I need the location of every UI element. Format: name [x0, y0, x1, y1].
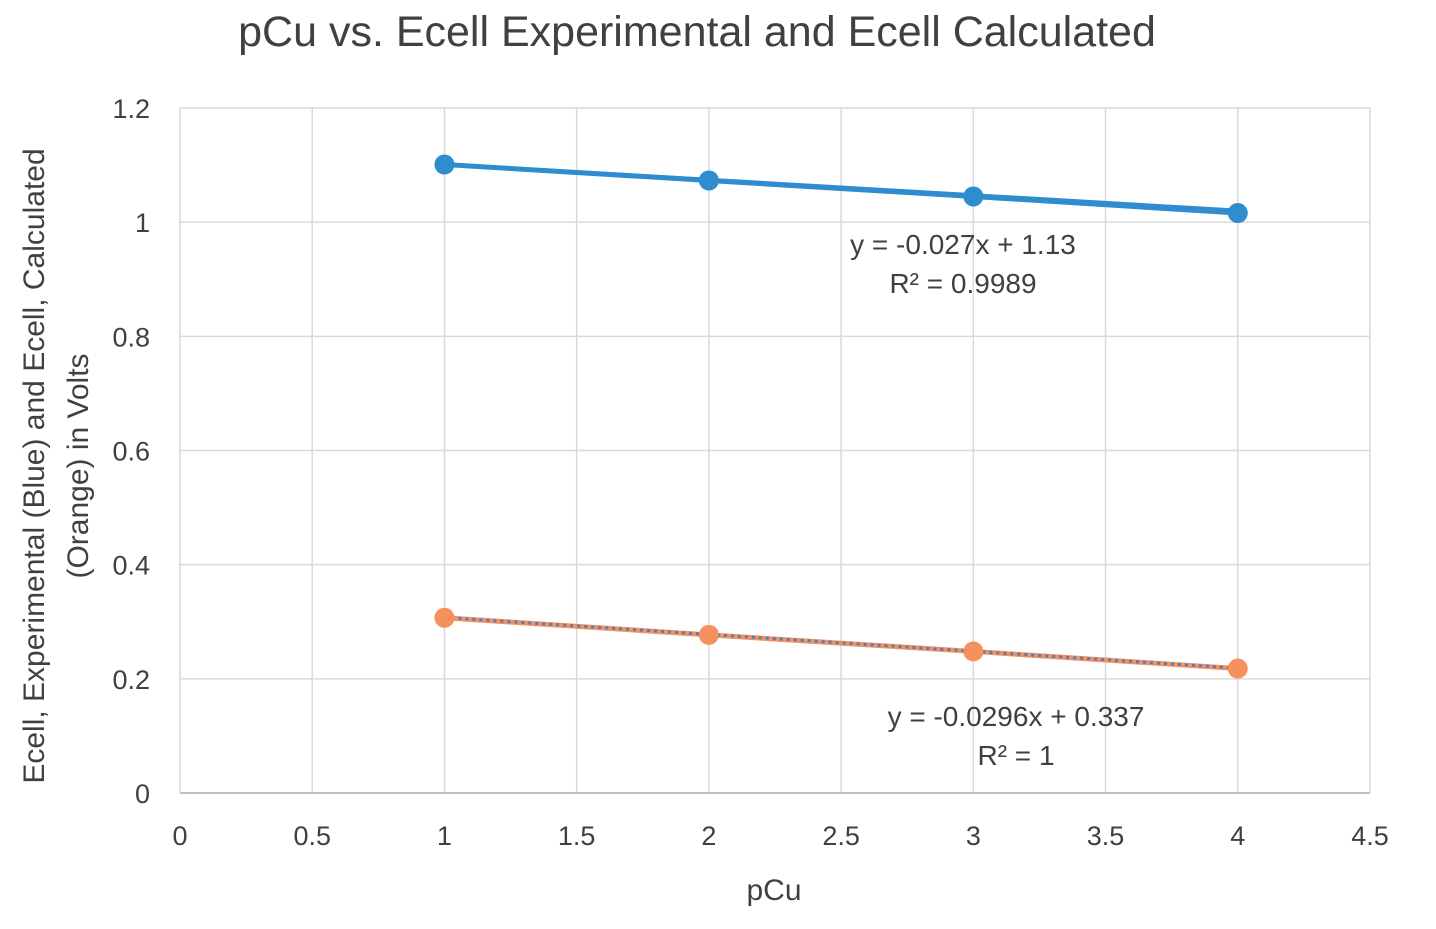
- data-point: [434, 607, 455, 628]
- trendlines: [444, 162, 1238, 672]
- trendline-equation-blue: y = -0.027x + 1.13 R² = 0.9989: [850, 229, 1076, 299]
- data-point: [963, 186, 984, 207]
- x-axis-title: pCu: [746, 874, 801, 907]
- trendline-equation-orange: y = -0.0296x + 0.337 R² = 1: [888, 701, 1145, 771]
- x-tick-label: 1: [437, 821, 452, 851]
- trendline-r2-text: R² = 0.9989: [889, 268, 1036, 299]
- data-point: [963, 641, 984, 662]
- trendline-equation-text: y = -0.027x + 1.13: [850, 229, 1076, 260]
- data-point: [434, 154, 455, 175]
- trendline-r2-text: R² = 1: [977, 740, 1054, 771]
- data-point: [698, 170, 719, 191]
- y-tick-label: 0: [135, 779, 150, 809]
- x-tick-label: 1.5: [558, 821, 596, 851]
- x-tick-label: 0: [172, 821, 187, 851]
- y-tick-label: 0.8: [112, 322, 150, 352]
- x-tick-label: 4.5: [1351, 821, 1389, 851]
- x-tick-label: 2.5: [822, 821, 860, 851]
- y-axis-title-line1: Ecell, Experimental (Blue) and Ecell, Ca…: [18, 148, 51, 783]
- series-line-1: [444, 615, 1238, 672]
- x-tick-label: 4: [1230, 821, 1245, 851]
- data-point: [1227, 658, 1248, 679]
- y-tick-label: 0.4: [112, 551, 150, 581]
- x-tick-label: 3: [966, 821, 981, 851]
- series-line-0: [444, 162, 1238, 216]
- data-point: [698, 624, 719, 645]
- y-tick-label: 0.2: [112, 665, 150, 695]
- trendline-equation-text: y = -0.0296x + 0.337: [888, 701, 1145, 732]
- tick-labels: 0 0.5 1 1.5 2 2.5 3 3.5 4 4.5 0 0.2 0.4 0.6 0.8 1 1.2: [112, 94, 1388, 851]
- y-axis-title: Ecell, Experimental (Blue) and Ecell, Ca…: [18, 148, 95, 783]
- y-tick-label: 1.2: [112, 94, 150, 124]
- x-tick-label: 3.5: [1087, 821, 1125, 851]
- data-points: [434, 154, 1248, 679]
- y-tick-label: 1: [135, 208, 150, 238]
- data-point: [1227, 203, 1248, 224]
- trendline-0: [444, 162, 1238, 211]
- gridlines: [180, 107, 1371, 793]
- x-tick-label: 0.5: [293, 821, 331, 851]
- axes: [179, 108, 1370, 794]
- y-tick-label: 0.6: [112, 437, 150, 467]
- chart-title: pCu vs. Ecell Experimental and Ecell Cal…: [238, 8, 1156, 56]
- y-axis-title-line2: (Orange) in Volts: [62, 353, 95, 578]
- x-tick-label: 2: [701, 821, 716, 851]
